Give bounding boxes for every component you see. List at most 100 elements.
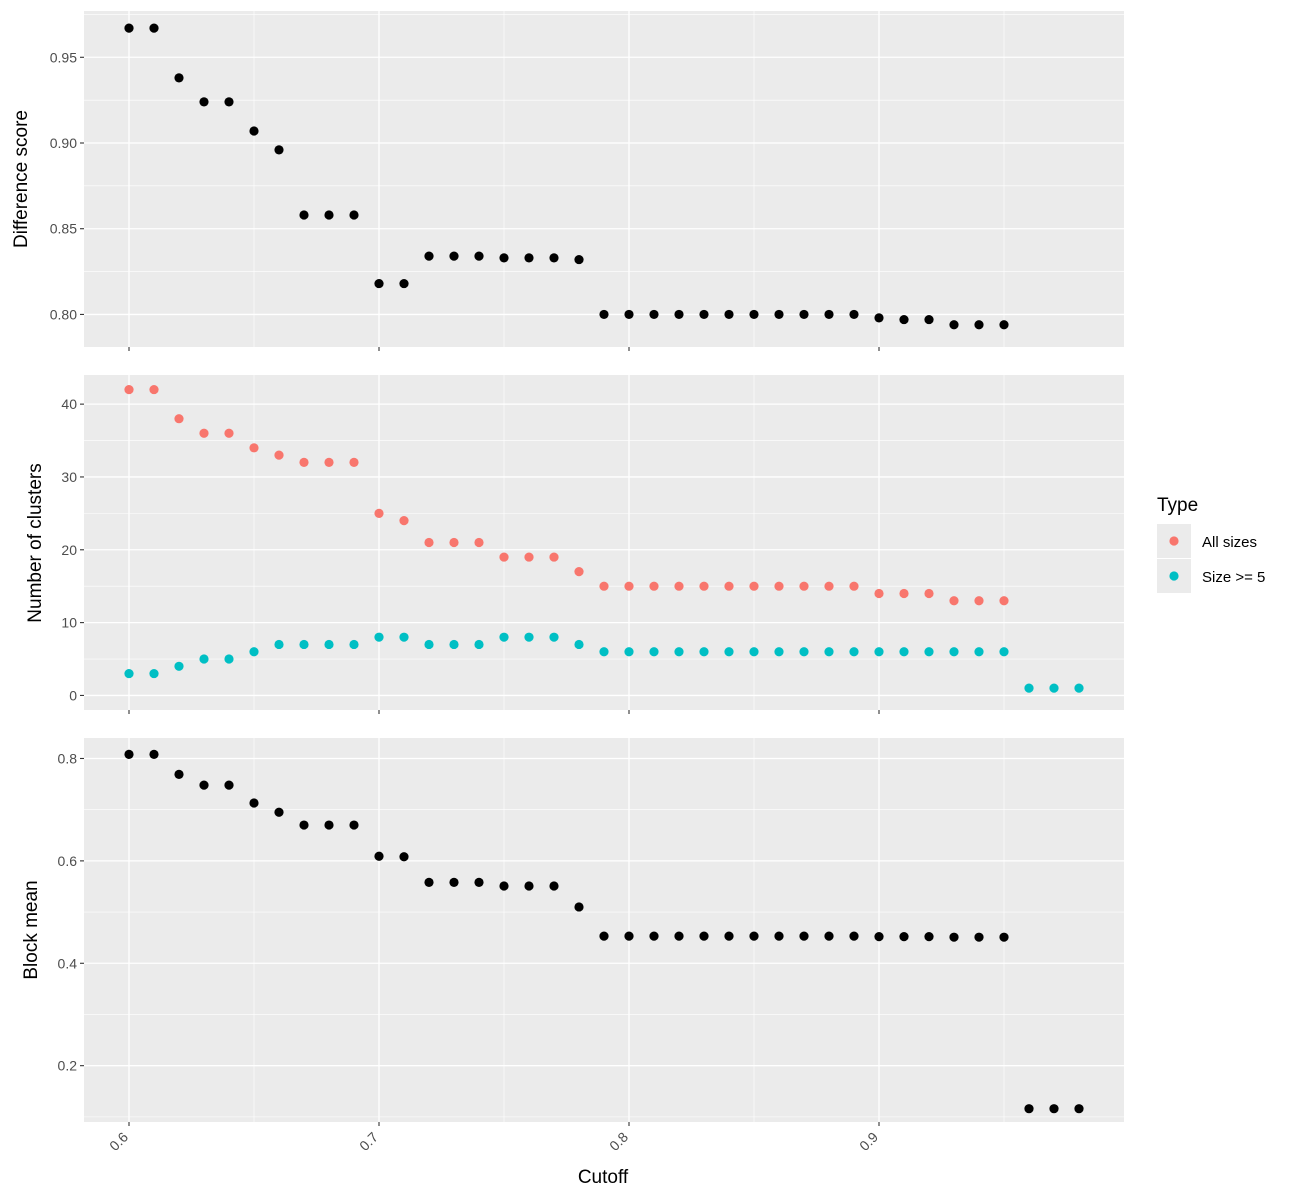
data-point	[774, 647, 784, 657]
data-point	[424, 251, 434, 261]
data-point	[849, 581, 859, 591]
data-point	[949, 596, 959, 606]
data-point	[549, 632, 559, 642]
data-point	[599, 931, 609, 941]
data-point	[399, 632, 409, 642]
ylabel-difference-score: Difference score	[11, 110, 32, 248]
data-point	[274, 145, 284, 155]
data-point	[274, 450, 284, 460]
data-point	[999, 596, 1009, 606]
data-point	[649, 309, 659, 320]
legend-label-size-ge-5: Size >= 5	[1202, 569, 1265, 586]
data-point	[524, 632, 534, 642]
data-point	[524, 881, 534, 891]
data-point	[574, 567, 584, 577]
data-point	[599, 309, 609, 320]
data-point	[874, 647, 884, 657]
data-point	[374, 508, 384, 518]
data-point	[999, 932, 1009, 942]
data-point	[424, 537, 434, 548]
data-point	[299, 820, 309, 830]
data-point	[249, 126, 259, 136]
data-point	[249, 443, 259, 453]
data-point	[324, 639, 334, 650]
data-point	[499, 632, 509, 642]
y-tick-label: 40	[61, 396, 77, 412]
x-tick-label: 0.7	[356, 1129, 381, 1154]
data-point	[349, 820, 359, 830]
data-point	[199, 97, 209, 107]
data-point	[174, 661, 184, 671]
data-point	[174, 73, 184, 83]
data-point	[874, 932, 884, 942]
panel-background	[84, 738, 1124, 1122]
data-point	[524, 552, 534, 562]
data-point	[924, 314, 934, 325]
data-point	[749, 647, 759, 657]
data-point	[724, 309, 734, 320]
data-point	[674, 309, 684, 320]
data-point	[174, 769, 184, 779]
data-point	[474, 639, 484, 650]
data-point	[499, 881, 509, 891]
data-point	[474, 537, 484, 548]
data-point	[699, 931, 709, 941]
data-point	[799, 647, 809, 657]
data-point	[549, 881, 559, 891]
data-point	[449, 639, 459, 650]
data-point	[799, 931, 809, 941]
data-point	[749, 581, 759, 591]
data-point	[624, 581, 634, 591]
data-point	[649, 931, 659, 941]
data-point	[599, 581, 609, 591]
data-point	[974, 932, 984, 942]
data-point	[699, 581, 709, 591]
x-tick-label: 0.6	[106, 1129, 131, 1154]
data-point	[124, 384, 134, 395]
data-point	[449, 251, 459, 261]
x-tick-label: 0.9	[856, 1129, 881, 1154]
data-point	[474, 877, 484, 887]
data-point	[1049, 683, 1059, 693]
y-tick-label: 0	[69, 687, 77, 703]
data-point	[474, 251, 484, 261]
data-point	[224, 780, 234, 790]
data-point	[224, 654, 234, 664]
data-point	[174, 414, 184, 424]
panel-background	[84, 11, 1124, 347]
panel-number-of-clusters: 0 10 20 30 40	[61, 375, 1124, 714]
data-point	[824, 581, 834, 591]
data-point	[124, 749, 134, 759]
data-point	[649, 647, 659, 657]
data-point	[699, 309, 709, 320]
data-point	[924, 932, 934, 942]
data-point	[774, 931, 784, 941]
y-tick-label: 0.95	[50, 49, 77, 65]
data-point	[849, 931, 859, 941]
data-point	[1074, 1104, 1084, 1114]
y-tick-label: 0.4	[58, 955, 78, 971]
data-point	[674, 647, 684, 657]
data-point	[199, 654, 209, 664]
data-point	[974, 320, 984, 330]
data-point	[824, 309, 834, 320]
data-point	[124, 668, 134, 679]
data-point	[849, 309, 859, 320]
data-point	[724, 931, 734, 941]
data-point	[324, 457, 334, 467]
data-point	[899, 932, 909, 942]
data-point	[649, 581, 659, 591]
data-point	[949, 647, 959, 657]
data-point	[299, 457, 309, 467]
data-point	[549, 253, 559, 263]
x-axis: 0.6 0.7 0.8 0.9	[106, 1129, 881, 1154]
data-point	[849, 647, 859, 657]
data-point	[949, 320, 959, 330]
data-point	[374, 278, 384, 289]
data-point	[299, 639, 309, 650]
y-tick-label: 0.8	[58, 750, 78, 766]
legend-dot-all-sizes	[1169, 536, 1179, 546]
data-point	[599, 647, 609, 657]
data-point	[824, 931, 834, 941]
data-point	[299, 210, 309, 220]
